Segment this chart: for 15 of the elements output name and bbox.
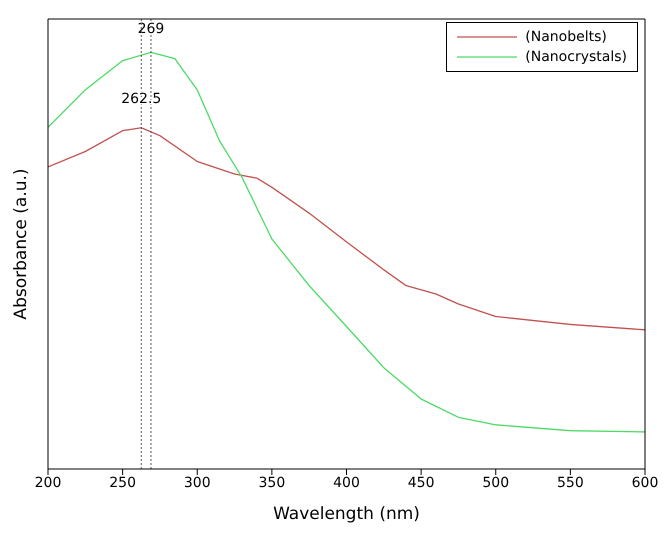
x-tick-label: 450	[408, 474, 434, 491]
x-tick-label: 250	[109, 474, 136, 491]
legend-label: (Nanobelts)	[525, 29, 607, 45]
ref-line-label: 262.5	[121, 91, 162, 107]
x-tick-label: 400	[333, 474, 360, 491]
x-tick-label: 600	[632, 474, 658, 491]
x-tick-label: 300	[184, 474, 211, 491]
x-tick-label: 350	[258, 474, 286, 491]
x-axis-title: Wavelength (nm)	[273, 504, 420, 524]
ref-line-label: 269	[138, 21, 164, 37]
x-tick-label: 550	[557, 474, 584, 491]
x-tick-label: 500	[482, 474, 510, 491]
x-tick-label: 200	[34, 474, 62, 491]
legend-label: (Nanocrystals)	[525, 49, 627, 65]
y-axis-title: Absorbance (a.u.)	[11, 168, 32, 320]
